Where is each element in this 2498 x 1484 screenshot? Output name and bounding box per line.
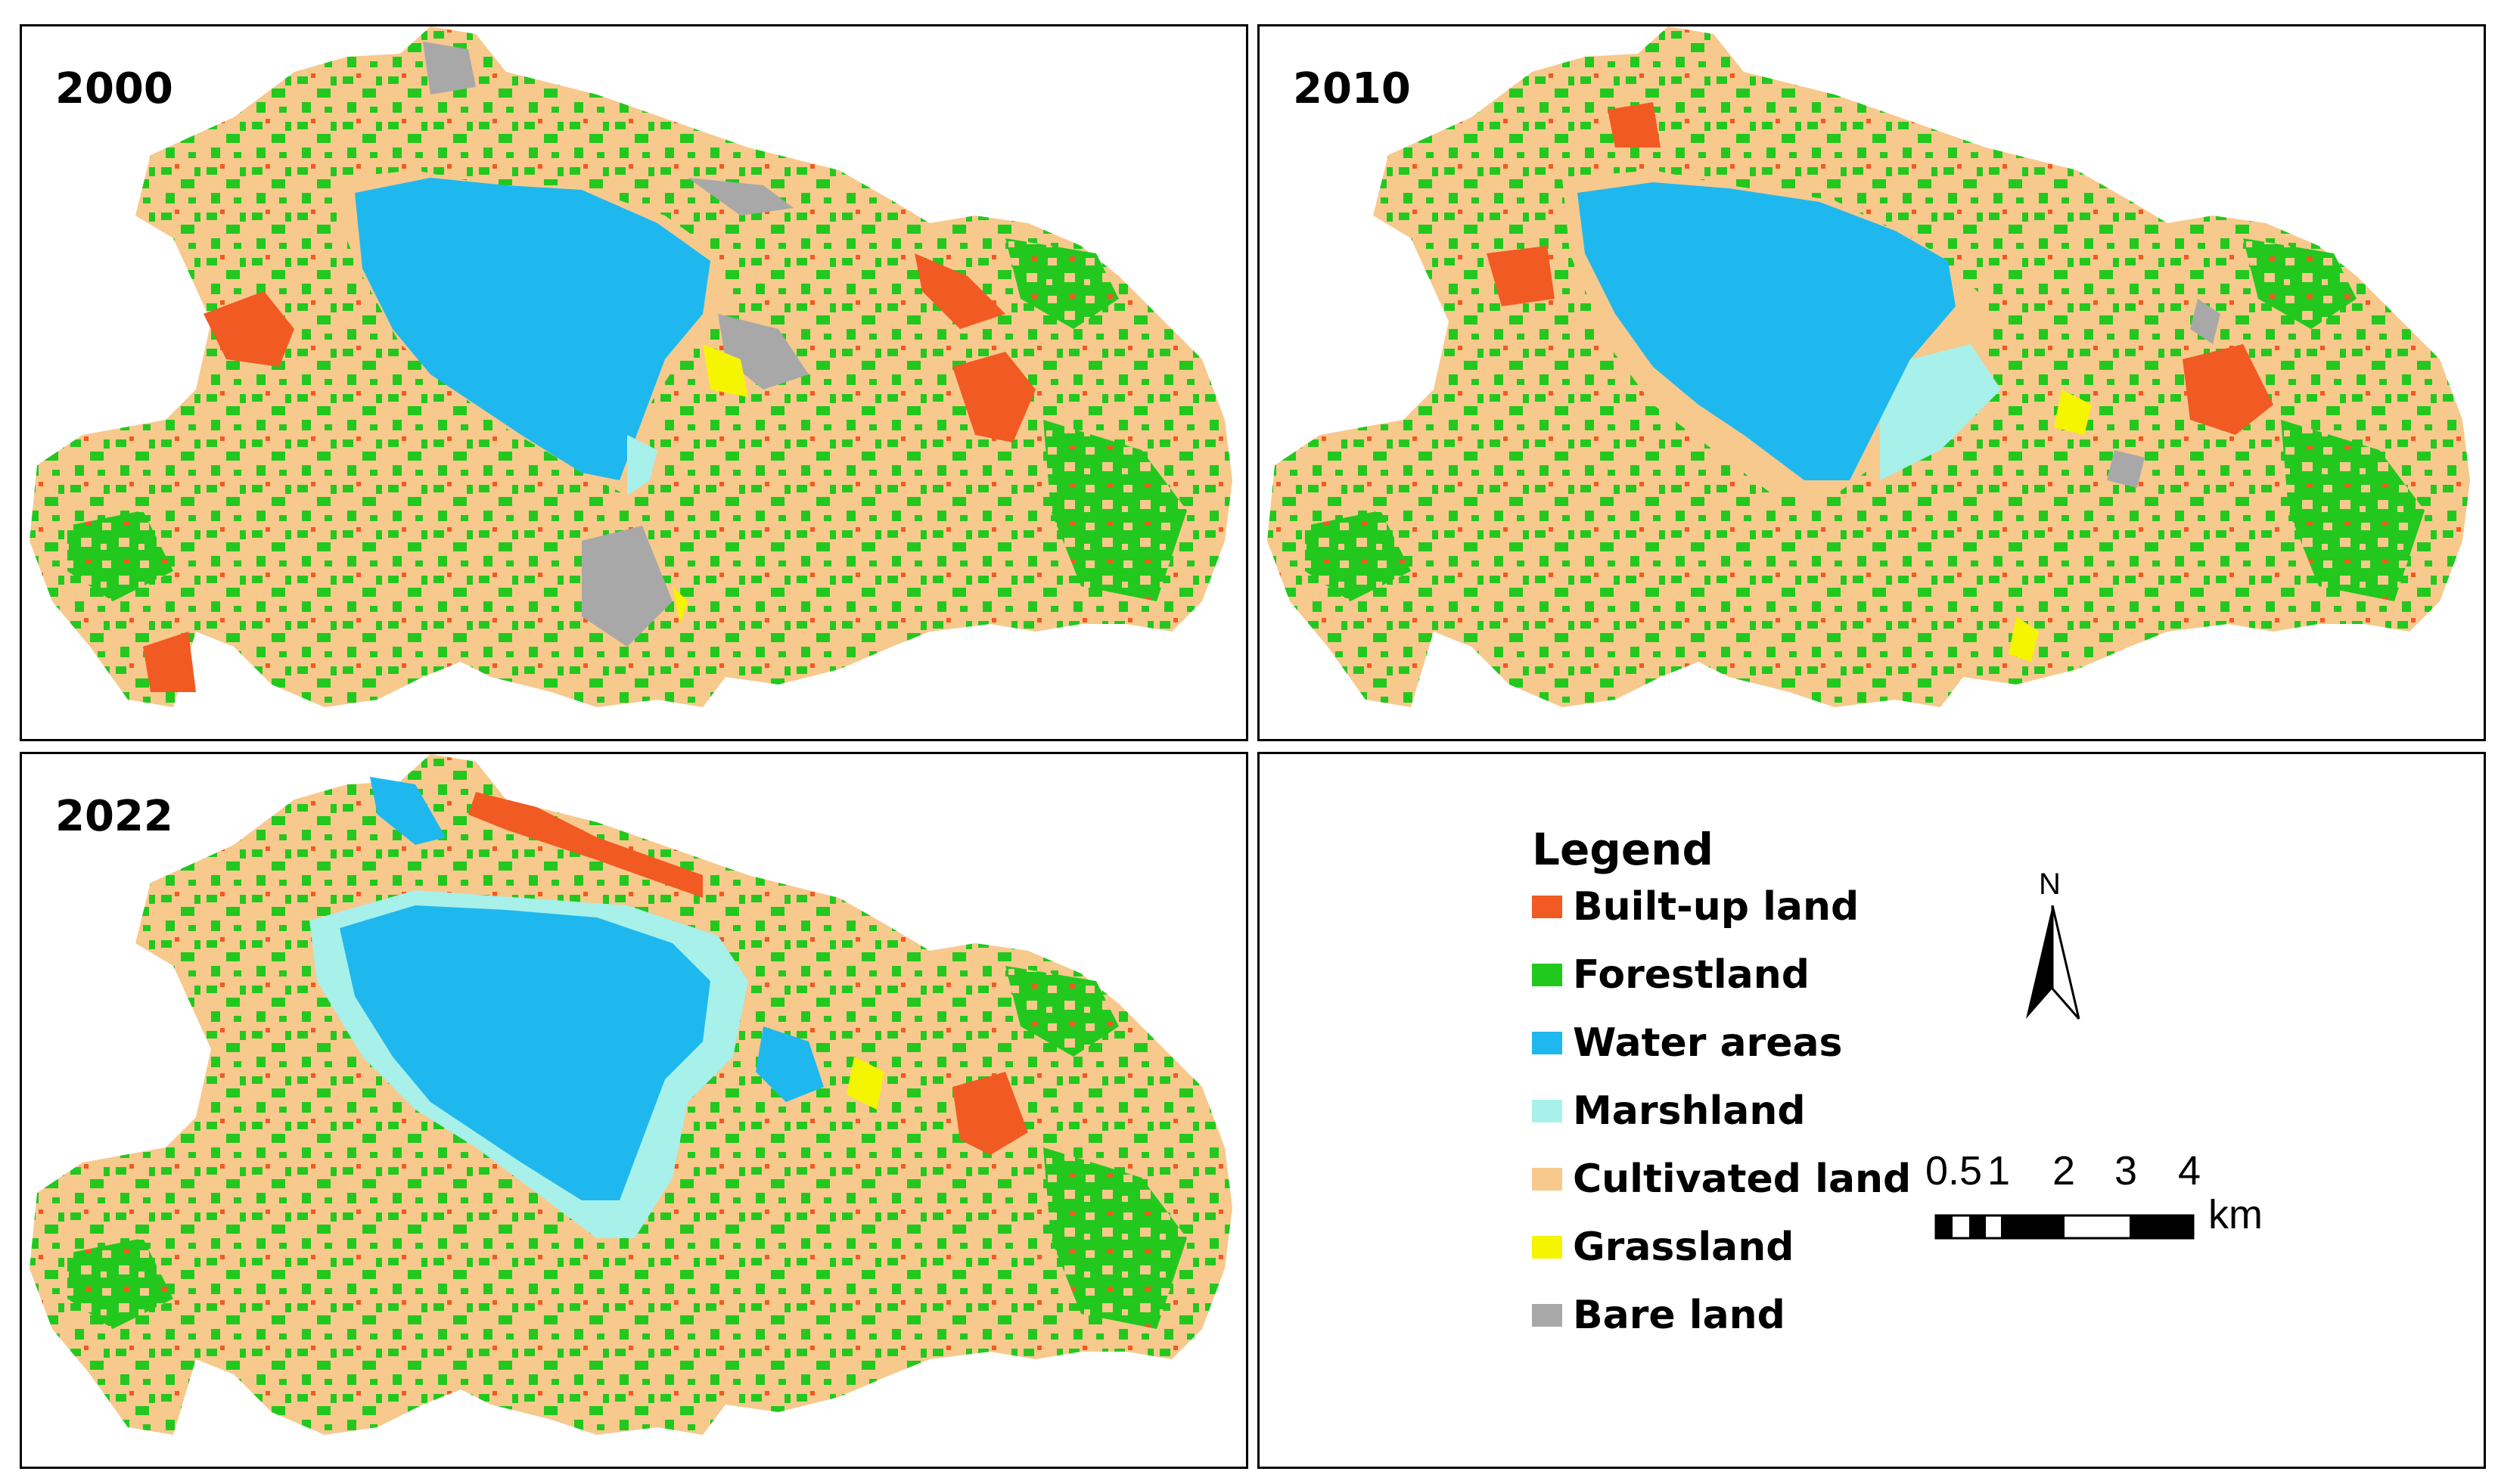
water-2000 <box>355 178 710 480</box>
legend-label-bare: Bare land <box>1573 1293 1785 1338</box>
forest-2000-g <box>67 511 173 601</box>
legend-item-forestland: Forestland <box>1532 945 1810 1005</box>
forest-2022-c <box>1005 966 1119 1057</box>
legend-swatch-bare <box>1532 1304 1562 1327</box>
built-2022-a <box>952 1072 1028 1155</box>
north-arrow-label: N <box>2039 868 2061 901</box>
built-2010-b <box>2183 344 2273 435</box>
legend-panel: Legend Built-up land Forestland Water ar… <box>1257 752 2486 1469</box>
scale-bar-ticks: 0 .5 1 2 3 4 <box>1925 1147 2228 1194</box>
built-2022-b <box>468 792 703 898</box>
legend-label-water: Water areas <box>1573 1020 1843 1066</box>
built-2000-b <box>952 352 1036 442</box>
forest-2000-f <box>1043 420 1187 601</box>
scale-tick-4: 4 <box>2178 1148 2201 1194</box>
forest-2000-e <box>1005 238 1119 329</box>
water-2022 <box>340 905 710 1200</box>
scale-tick-3: 3 <box>2114 1148 2138 1194</box>
forest-2010-e <box>2281 420 2425 601</box>
legend-title: Legend <box>1532 824 1713 875</box>
grass-2010-a <box>2054 390 2092 435</box>
bare-2000-b <box>582 526 673 647</box>
built-2000-a <box>204 291 294 367</box>
scale-bar-unit: km <box>2208 1192 2263 1237</box>
legend-item-bare: Bare land <box>1532 1285 1785 1346</box>
legend-item-water: Water areas <box>1532 1013 1843 1073</box>
legend-swatch-water <box>1532 1032 1562 1054</box>
legend-label-marshland: Marshland <box>1573 1088 1806 1134</box>
land-use-map-2000 <box>30 26 1232 707</box>
forest-2010-d <box>2243 238 2357 329</box>
built-2010-a <box>1487 246 1555 306</box>
legend-swatch-forestland <box>1532 964 1562 986</box>
marsh-2000 <box>627 435 657 495</box>
legend-label-grassland: Grassland <box>1573 1225 1794 1270</box>
legend-swatch-built-up <box>1532 896 1562 918</box>
grass-2000-a <box>703 344 748 397</box>
north-arrow-icon <box>2026 905 2080 1020</box>
water-2022-north <box>370 777 446 845</box>
legend-item-cultivated: Cultivated land <box>1532 1149 1911 1209</box>
scale-tick-0: 0 <box>1925 1148 1949 1194</box>
legend-swatch-grassland <box>1532 1236 1562 1259</box>
bare-2000-d <box>688 178 794 216</box>
forest-2010-f <box>1305 511 1411 601</box>
land-use-map-2010 <box>1267 26 2470 707</box>
bare-2010-a <box>2107 450 2145 488</box>
panel-year-2022: 2022 <box>55 792 173 841</box>
land-use-map-2022 <box>30 754 1232 1435</box>
forest-2022-e <box>67 1238 173 1329</box>
water-2022-east <box>756 1026 824 1102</box>
panel-year-2000: 2000 <box>55 64 173 113</box>
legend-item-marshland: Marshland <box>1532 1081 1806 1141</box>
bare-2000-c <box>423 42 476 95</box>
map-panel-2000: 2000 <box>20 24 1248 741</box>
panel-year-2010: 2010 <box>1293 64 1411 113</box>
grass-2010-b <box>2009 616 2039 662</box>
legend-item-grassland: Grassland <box>1532 1217 1794 1278</box>
forest-2022-d <box>1043 1147 1187 1329</box>
scale-tick-0-5: .5 <box>1948 1148 1983 1194</box>
built-2000-c <box>915 253 1005 329</box>
scale-tick-1: 1 <box>1987 1148 2011 1194</box>
legend-label-forestland: Forestland <box>1573 952 1810 998</box>
bare-2010-b <box>2190 299 2220 344</box>
legend-swatch-cultivated <box>1532 1168 1562 1191</box>
map-panel-2010: 2010 <box>1257 24 2486 741</box>
grass-2000-b <box>673 586 688 624</box>
scale-tick-2: 2 <box>2052 1148 2076 1194</box>
legend-swatch-marshland <box>1532 1100 1562 1122</box>
grass-2022-a <box>847 1057 884 1110</box>
built-2010-c <box>1608 102 1661 147</box>
water-2010 <box>1577 182 1956 480</box>
built-2000-d <box>143 632 196 692</box>
legend-label-built-up: Built-up land <box>1573 884 1860 930</box>
scale-bar-graphic <box>1934 1214 2195 1240</box>
legend-item-built-up: Built-up land <box>1532 877 1859 937</box>
legend-label-cultivated: Cultivated land <box>1573 1156 1912 1202</box>
marsh-2010 <box>1880 344 2001 480</box>
map-panel-2022: 2022 <box>20 752 1248 1469</box>
